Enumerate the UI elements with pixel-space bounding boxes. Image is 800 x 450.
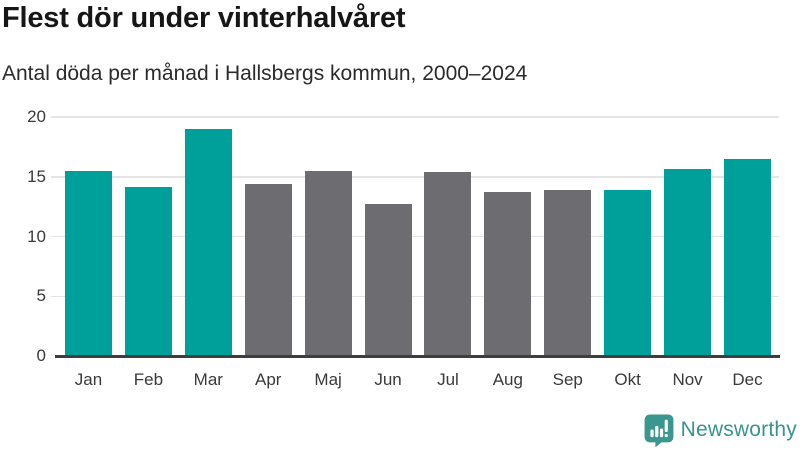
x-tick-label-sep: Sep [552,370,583,389]
x-tick-label-apr: Apr [254,370,282,389]
x-tick-label-jan: Jan [74,370,103,389]
bars [65,115,771,355]
y-tick-label-10: 10 [27,226,46,246]
bar-maj [304,171,352,355]
newsworthy-logo-icon [644,414,674,447]
bar-jun [364,204,412,355]
bar-nov [664,169,712,355]
x-tick-label-jun: Jun [374,370,402,389]
newsworthy-logo[interactable]: Newsworthy [644,412,797,448]
chart-subtitle: Antal döda per månad i Hallsbergs kommun… [2,62,528,85]
gridline-10 [51,235,779,238]
x-axis-line [55,355,780,358]
newsworthy-logo-text: Newsworthy [680,418,797,441]
chart-title: Flest dör under vinterhalvåret [2,2,406,34]
y-tick-label-0: 0 [36,346,46,365]
bar-okt [604,190,652,355]
y-tick-label-20: 20 [27,107,46,126]
x-tick-label-okt: Okt [614,370,641,389]
x-axis-labels: Jan Feb Mar Apr Maj Jun Jul Aug Sep Okt Nov Dec [65,368,771,392]
bar-mar [184,129,232,355]
gridline-5 [51,295,779,297]
bar-jul [424,172,472,355]
bar-sep [544,190,592,355]
y-tick-label-5: 5 [36,286,46,306]
x-tick-label-feb: Feb [133,370,164,389]
y-tick-label-15: 15 [27,166,46,186]
x-tick-label-aug: Aug [492,370,523,389]
x-tick-label-mar: Mar [193,370,223,389]
x-tick-label-maj: Maj [314,370,342,389]
gridline-20 [51,116,779,118]
bar-aug [484,192,532,355]
x-tick-label-nov: Nov [672,370,703,389]
x-tick-label-dec: Dec [732,370,763,389]
x-tick-label-jul: Jul [437,370,459,389]
bar-feb [124,187,172,355]
gridline-15 [51,176,779,178]
bar-jan [65,171,112,355]
bar-dec [723,159,771,355]
bar-apr [244,184,292,355]
